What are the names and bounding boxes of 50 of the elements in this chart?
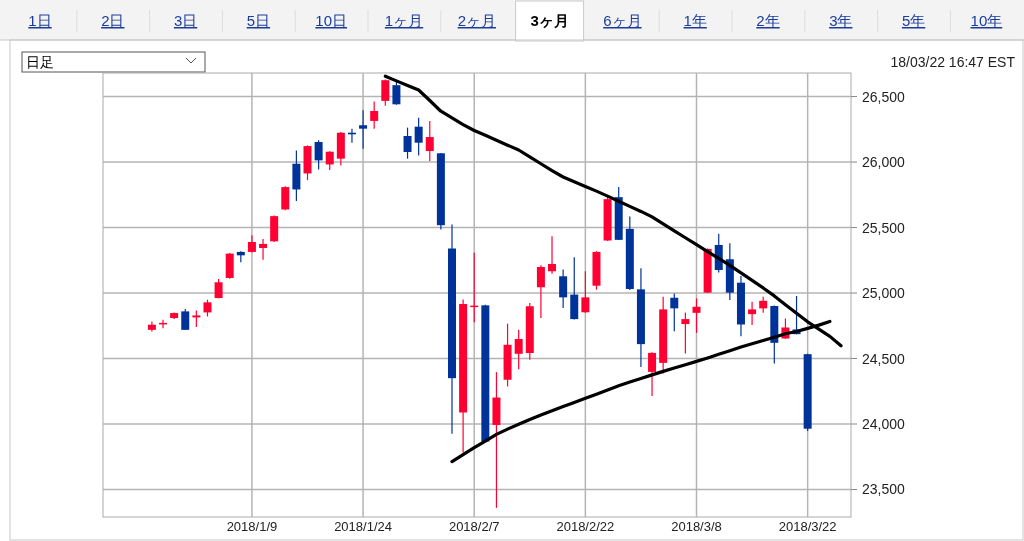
- candlestick: [559, 268, 568, 309]
- candlestick: [381, 78, 390, 107]
- y-tick-label: 24,500: [862, 350, 906, 367]
- text: 1日: [28, 12, 52, 29]
- candlestick: [414, 117, 423, 156]
- x-tick-label: 2018/3/22: [778, 519, 837, 534]
- text: 5年: [901, 12, 926, 29]
- candlestick: [259, 238, 268, 261]
- candlestick: [392, 81, 401, 106]
- y-tick-label: 26,000: [862, 154, 906, 171]
- text: 日足: [26, 54, 54, 70]
- candlestick: [648, 351, 657, 397]
- candlestick: [748, 301, 757, 326]
- text: 2ヶ月: [457, 12, 496, 29]
- text: 18/03/22 16:47 EST: [890, 54, 1016, 70]
- candlestick: [681, 311, 690, 355]
- candlestick: [692, 297, 701, 334]
- y-tick-label: 24,000: [862, 416, 906, 433]
- x-tick-label: 2018/1/24: [334, 519, 392, 534]
- candlestick: [514, 329, 523, 370]
- y-tick-label: 25,500: [862, 219, 906, 236]
- candlestick: [370, 100, 379, 130]
- candlestick: [325, 150, 334, 171]
- x-tick-label: 2018/3/8: [671, 519, 722, 534]
- x-tick-label: 2018/2/22: [556, 519, 615, 534]
- y-tick-label: 25,000: [862, 285, 906, 302]
- candlestick: [281, 185, 290, 211]
- y-tick-label: 26,500: [862, 88, 906, 105]
- candlestick: [359, 109, 368, 150]
- text: 2年: [756, 12, 780, 29]
- text: 5日: [246, 12, 271, 29]
- text: 3ヶ月: [530, 12, 569, 29]
- candlestick: [314, 139, 323, 170]
- text: 6ヶ月: [603, 12, 642, 29]
- text: 3日: [173, 12, 198, 29]
- text: 10年: [970, 12, 1003, 29]
- text: 1年: [683, 12, 707, 29]
- y-tick-label: 23,500: [862, 481, 906, 498]
- candlestick: [536, 264, 545, 319]
- text: 3年: [829, 12, 853, 29]
- candlestick: [403, 127, 412, 160]
- candlestick: [581, 270, 590, 314]
- candlestick: [670, 292, 679, 332]
- candlestick: [548, 235, 557, 275]
- x-tick-label: 2018/1/9: [226, 519, 278, 534]
- text: 1ヶ月: [384, 12, 424, 29]
- x-tick-label: 2018/2/7: [448, 519, 500, 534]
- candlestick: [425, 120, 434, 162]
- text: 2日: [101, 12, 125, 29]
- text: 10日: [315, 12, 348, 29]
